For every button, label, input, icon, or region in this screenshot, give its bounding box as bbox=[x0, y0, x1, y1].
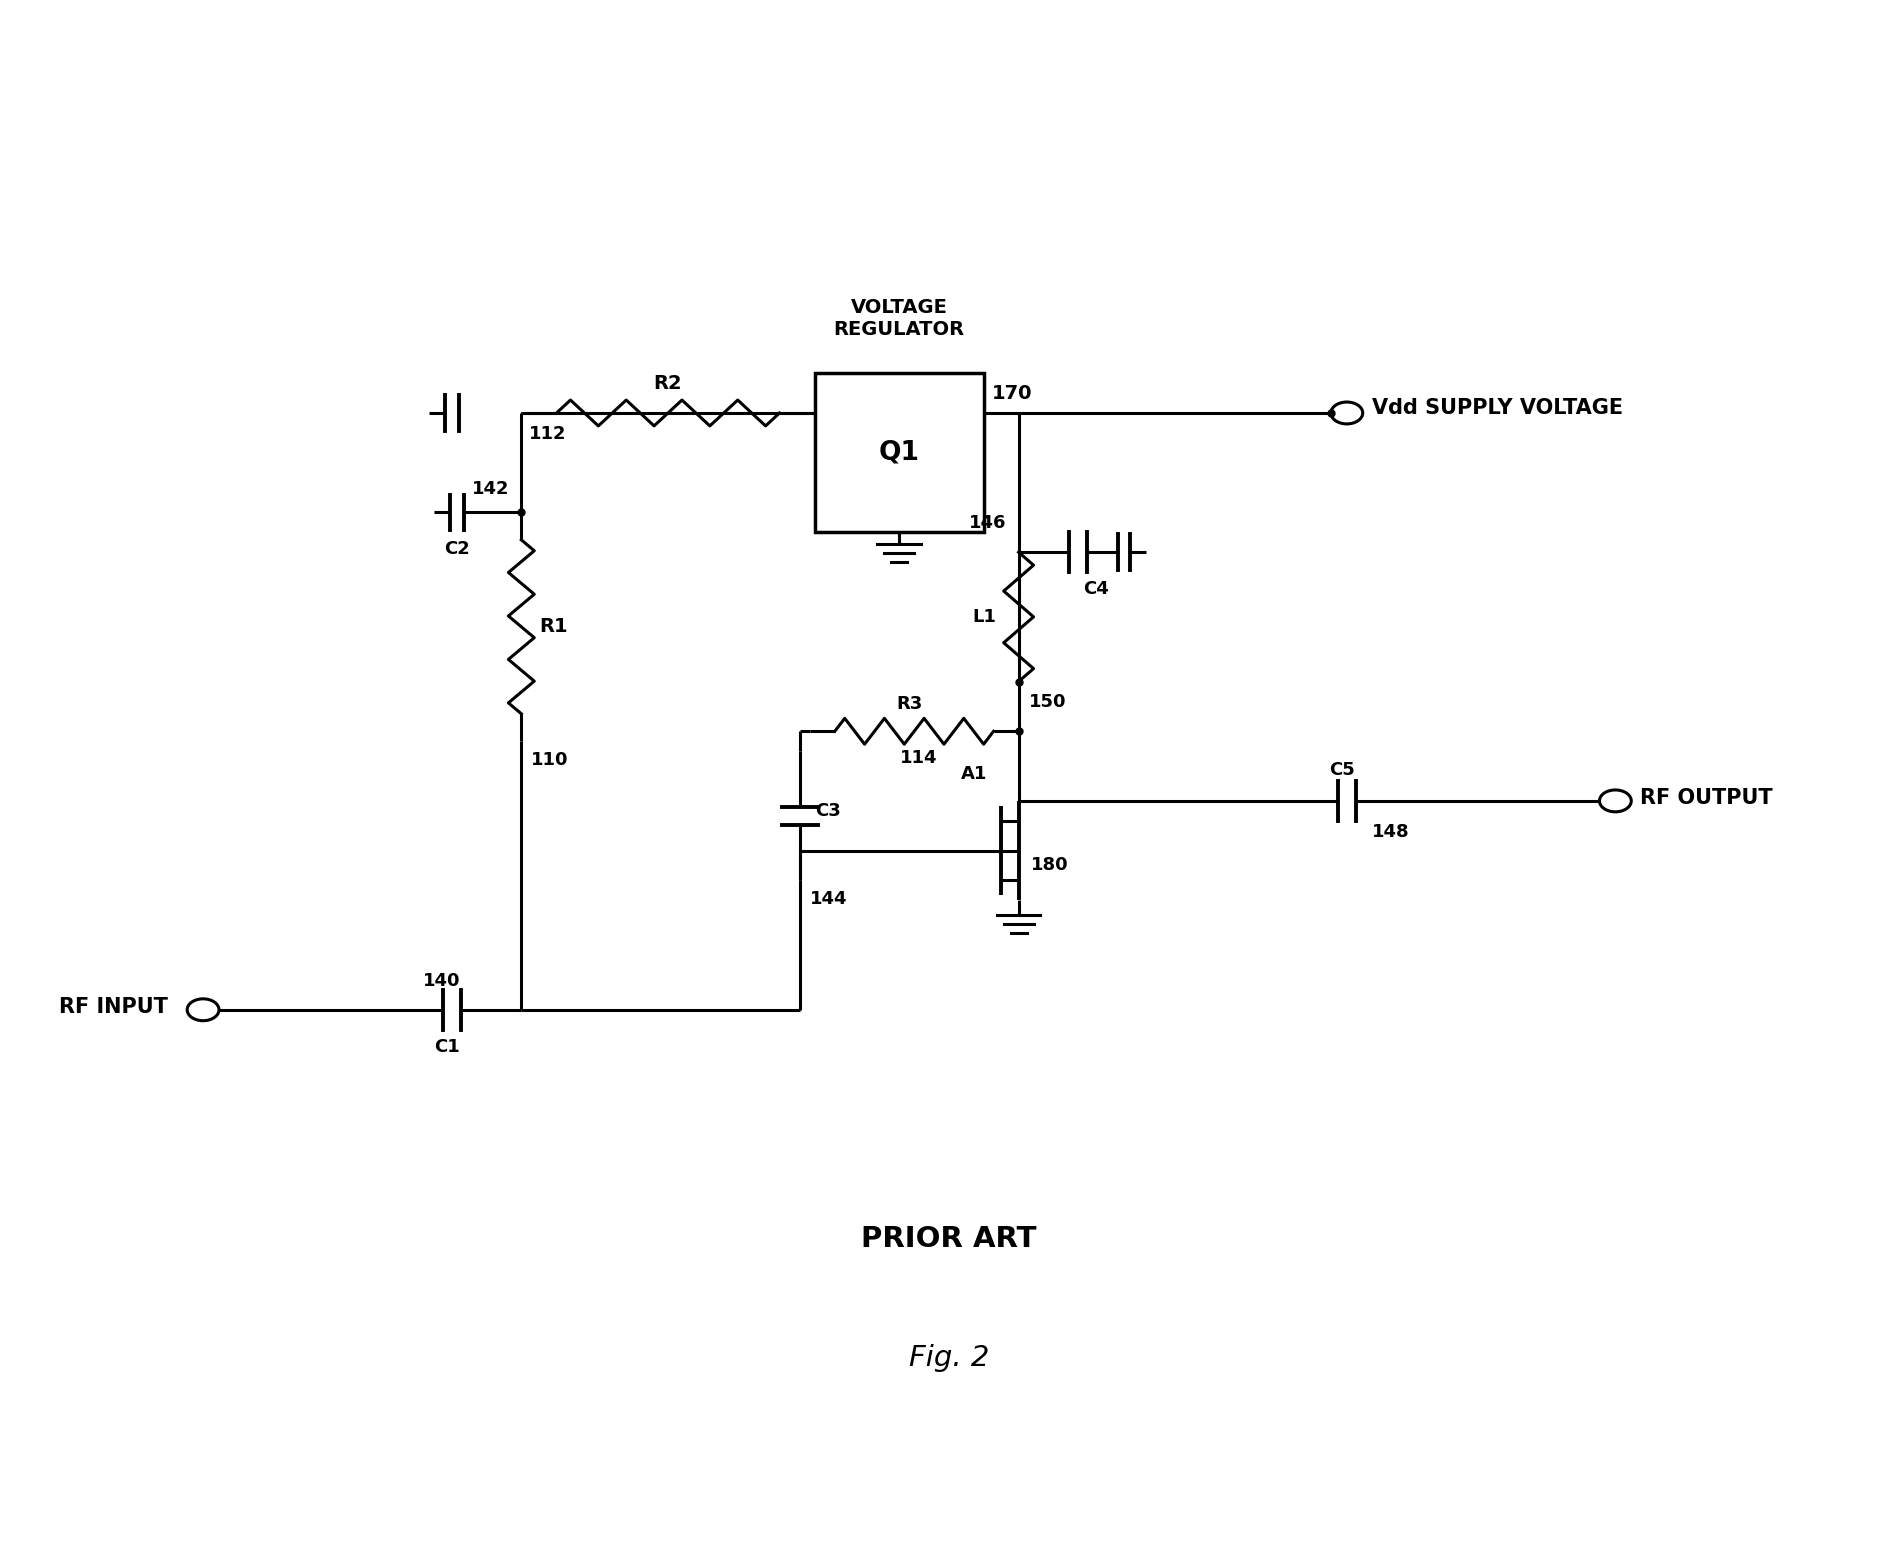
Text: Vdd SUPPLY VOLTAGE: Vdd SUPPLY VOLTAGE bbox=[1372, 398, 1623, 418]
Text: 180: 180 bbox=[1031, 855, 1069, 874]
Text: PRIOR ART: PRIOR ART bbox=[862, 1224, 1036, 1252]
Text: C4: C4 bbox=[1084, 581, 1108, 598]
Text: C3: C3 bbox=[814, 802, 841, 820]
Text: RF OUTPUT: RF OUTPUT bbox=[1640, 788, 1773, 809]
Text: 144: 144 bbox=[810, 890, 847, 909]
Text: R1: R1 bbox=[539, 617, 568, 637]
Text: C2: C2 bbox=[444, 540, 469, 559]
Text: 148: 148 bbox=[1372, 823, 1410, 841]
Text: Q1: Q1 bbox=[879, 440, 921, 465]
Text: Fig. 2: Fig. 2 bbox=[909, 1344, 989, 1372]
Text: R2: R2 bbox=[653, 375, 683, 393]
Text: R3: R3 bbox=[896, 695, 922, 713]
Text: 110: 110 bbox=[531, 751, 569, 770]
Text: 142: 142 bbox=[473, 479, 509, 498]
Text: 170: 170 bbox=[993, 384, 1033, 403]
Text: C1: C1 bbox=[435, 1038, 459, 1055]
Text: A1: A1 bbox=[960, 765, 987, 784]
Text: 140: 140 bbox=[423, 973, 461, 990]
Text: 150: 150 bbox=[1029, 693, 1067, 712]
Text: 112: 112 bbox=[530, 425, 568, 443]
Text: RF INPUT: RF INPUT bbox=[59, 997, 169, 1016]
FancyBboxPatch shape bbox=[814, 373, 983, 532]
Text: L1: L1 bbox=[974, 607, 996, 626]
Text: 146: 146 bbox=[970, 514, 1006, 532]
Text: 114: 114 bbox=[900, 749, 938, 766]
Text: VOLTAGE
REGULATOR: VOLTAGE REGULATOR bbox=[833, 298, 964, 339]
Text: C5: C5 bbox=[1329, 762, 1355, 779]
